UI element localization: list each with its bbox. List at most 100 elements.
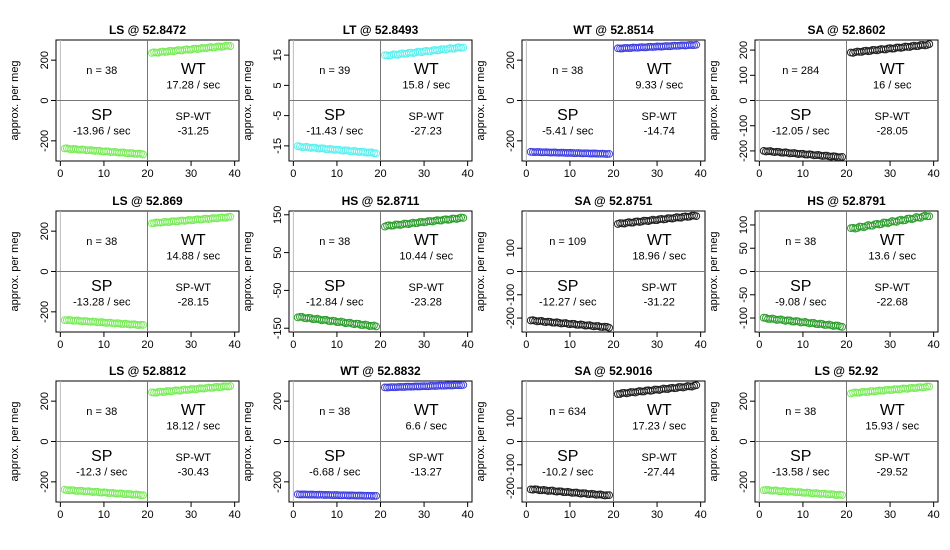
sp-label: SP — [91, 448, 112, 465]
y-tick-label: -200 — [505, 307, 517, 329]
y-axis-label: approx. per meg — [708, 401, 720, 481]
x-tick-label: 40 — [462, 509, 474, 521]
y-tick-label: 0 — [738, 438, 750, 444]
chart-panel-11: SA @ 52.9016 approx. per meg -200-100 0 100 0… — [475, 364, 707, 521]
chart-panel-7: SA @ 52.8751 approx. per meg -200-100 0 100 0… — [475, 194, 707, 351]
x-tick-label: 40 — [928, 509, 940, 521]
wt-rate: 9.33 / sec — [635, 79, 683, 91]
x-tick-label: 0 — [57, 339, 63, 351]
x-tick-label: 10 — [797, 339, 809, 351]
data-point — [838, 322, 847, 331]
wt-label: WT — [414, 402, 439, 419]
x-tick-label: 40 — [695, 339, 707, 351]
x-tick-label: 10 — [797, 168, 809, 180]
wt-rate: 15.8 / sec — [402, 79, 450, 91]
sp-rate: -11.43 / sec — [306, 125, 363, 137]
x-tick-label: 0 — [756, 339, 762, 351]
chart-title: SA @ 52.8751 — [575, 194, 653, 208]
n-label: n = 38 — [86, 65, 117, 77]
x-tick-label: 30 — [185, 339, 197, 351]
y-tick-label: 100 — [738, 216, 750, 234]
n-label: n = 38 — [785, 406, 816, 418]
sp-rate: -6.68 / sec — [309, 466, 361, 478]
y-tick-label: 100 — [738, 66, 750, 84]
y-tick-label: -100 — [505, 284, 517, 306]
sp-rate: -13.28 / sec — [73, 296, 131, 308]
y-tick-label: -200 — [505, 477, 517, 499]
spwt-label: SP-WT — [409, 282, 445, 294]
chart-title: SA @ 52.9016 — [575, 364, 653, 378]
chart-panel-10: WT @ 52.8832 approx. per meg -200 0 200 0 10 20… — [242, 364, 474, 521]
x-tick-label: 20 — [141, 339, 153, 351]
data-point — [459, 214, 468, 222]
y-tick-label: 200 — [738, 392, 750, 410]
chart-panel-2: LT @ 52.8493 approx. per meg -15 -5 5 15 0 10 20… — [242, 23, 474, 180]
wt-rate: 13.6 / sec — [868, 250, 916, 262]
y-axis-label: approx. per meg — [242, 231, 254, 311]
sp-rate: -13.96 / sec — [73, 125, 131, 137]
wt-label: WT — [880, 402, 905, 419]
sp-label: SP — [557, 107, 578, 124]
x-tick-label: 30 — [884, 168, 896, 180]
chart-title: HS @ 52.8711 — [342, 194, 420, 208]
wt-label: WT — [181, 232, 206, 249]
sp-rate: -9.08 / sec — [775, 296, 827, 308]
wt-label: WT — [647, 232, 672, 249]
y-tick-label: -200 — [39, 471, 51, 493]
wt-rate: 17.23 / sec — [632, 420, 686, 432]
wt-rate: 15.93 / sec — [865, 420, 919, 432]
y-tick-label: 5 — [272, 82, 284, 88]
x-tick-label: 0 — [523, 168, 529, 180]
wt-rate: 6.6 / sec — [405, 420, 447, 432]
spwt-value: -27.44 — [644, 466, 675, 478]
y-tick-label: 200 — [272, 392, 284, 410]
y-axis-label: approx. per meg — [9, 231, 21, 311]
data-point — [459, 43, 468, 52]
x-tick-label: 0 — [290, 339, 296, 351]
y-tick-label: -200 — [738, 140, 750, 162]
spwt-label: SP-WT — [409, 111, 445, 123]
x-tick-label: 10 — [331, 339, 343, 351]
sp-rate: -12.3 / sec — [76, 466, 128, 478]
data-point — [455, 381, 463, 390]
y-tick-label: -50 — [738, 287, 750, 303]
data-point — [925, 212, 934, 221]
x-tick-label: 10 — [98, 168, 110, 180]
y-tick-label: -100 — [738, 115, 750, 137]
chart-title: SA @ 52.8602 — [808, 23, 886, 37]
wt-label: WT — [880, 61, 905, 78]
data-point — [692, 381, 701, 390]
n-label: n = 634 — [549, 406, 586, 418]
data-point — [605, 323, 614, 332]
wt-label: WT — [181, 402, 206, 419]
x-tick-label: 0 — [57, 509, 63, 521]
chart-panel-12: LS @ 52.92 approx. per meg -200 0 200 0 10 20 30… — [708, 364, 940, 521]
y-tick-label: 0 — [738, 268, 750, 274]
y-tick-label: 50 — [738, 242, 750, 254]
spwt-label: SP-WT — [642, 452, 678, 464]
x-tick-label: 20 — [840, 339, 852, 351]
data-point — [692, 40, 701, 49]
y-axis-label: approx. per meg — [242, 60, 254, 140]
x-tick-label: 10 — [98, 509, 110, 521]
data-point — [605, 491, 614, 500]
sp-label: SP — [324, 448, 345, 465]
y-tick-label: 15 — [272, 49, 284, 61]
sp-rate: -5.41 / sec — [542, 125, 594, 137]
wt-label: WT — [880, 232, 905, 249]
y-axis-label: approx. per meg — [242, 401, 254, 481]
wt-label: WT — [414, 61, 439, 78]
sp-label: SP — [557, 278, 578, 295]
x-tick-label: 0 — [756, 168, 762, 180]
x-tick-label: 0 — [523, 339, 529, 351]
data-point — [688, 211, 696, 220]
data-point — [226, 42, 235, 50]
wt-rate: 14.88 / sec — [166, 250, 220, 262]
wt-label: WT — [181, 61, 206, 78]
data-point — [372, 322, 381, 331]
spwt-label: SP-WT — [176, 282, 212, 294]
x-tick-label: 30 — [185, 168, 197, 180]
